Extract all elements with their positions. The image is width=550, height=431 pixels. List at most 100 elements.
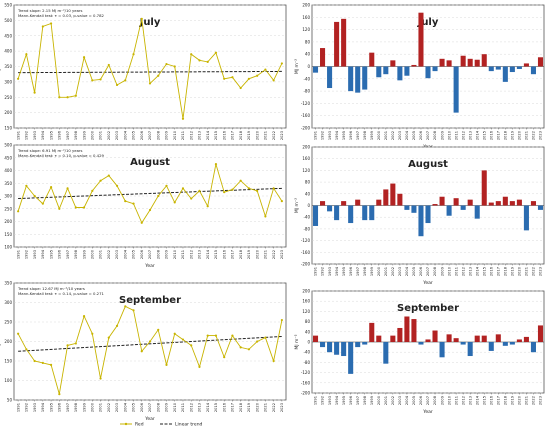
anomaly-bar <box>446 60 452 67</box>
anomaly-bar <box>432 204 438 206</box>
x-tick-label: 2005 <box>412 396 416 405</box>
chart-title: September <box>119 295 181 306</box>
x-tick-label: 1994 <box>41 130 45 140</box>
data-point <box>33 194 36 198</box>
y-tick-label: 150 <box>4 359 12 364</box>
anomaly-bar <box>362 66 368 90</box>
x-tick-label: 1995 <box>49 250 53 259</box>
x-tick-label: 1999 <box>82 130 86 140</box>
chart-title: July <box>417 17 439 28</box>
chart-panel-3: 100 150 200 250 300 350 400 450 500 1991 1992 1993 1… <box>0 143 287 269</box>
x-tick-label: 2002 <box>107 403 111 412</box>
y-tick-label: 120 <box>302 27 310 32</box>
anomaly-bar <box>432 330 438 342</box>
y-tick-label: -160 <box>301 380 311 385</box>
data-point <box>66 187 69 190</box>
data-point <box>214 334 218 337</box>
anomaly-bar <box>383 66 389 75</box>
x-tick-label: 1998 <box>74 130 78 140</box>
data-point <box>66 344 69 347</box>
x-tick-label: 2008 <box>156 130 160 140</box>
data-point <box>82 56 86 59</box>
x-tick-label: 1992 <box>321 131 325 140</box>
data-point <box>165 184 168 187</box>
x-tick-label: 1994 <box>335 130 339 140</box>
x-tick-label: 2016 <box>489 266 493 276</box>
anomaly-bar <box>397 327 403 342</box>
y-tick-label: 250 <box>4 320 12 325</box>
anomaly-bar <box>439 58 445 67</box>
data-point <box>157 194 160 198</box>
x-tick-label: 2022 <box>272 131 276 140</box>
data-point <box>256 74 259 77</box>
x-tick-label: 2011 <box>181 131 185 140</box>
x-tick-label: 2011 <box>454 396 458 405</box>
anomaly-bar <box>334 205 340 221</box>
x-tick-label: 1992 <box>25 403 29 412</box>
anomaly-bar <box>530 201 536 206</box>
x-tick-label: 2012 <box>189 403 193 412</box>
anomaly-bar <box>348 66 354 92</box>
chart-title: September <box>397 303 459 314</box>
x-tick-label: 2015 <box>214 403 218 412</box>
data-point <box>206 60 209 63</box>
anomaly-bar <box>488 66 494 72</box>
y-tick-label: 160 <box>302 156 310 161</box>
data-point <box>148 208 152 212</box>
linear-trend-line <box>18 70 282 74</box>
data-point <box>41 25 44 28</box>
trend-annotation: Trend slope: 12.67 MJ m⁻²/10 years <box>17 286 85 291</box>
x-tick-label: 2014 <box>475 130 479 140</box>
x-tick-label: 2014 <box>206 402 210 412</box>
anomaly-bar <box>348 342 354 374</box>
data-point <box>124 200 127 203</box>
x-tick-label: 1993 <box>33 403 37 412</box>
data-point <box>58 207 61 210</box>
x-tick-label: 2005 <box>132 250 136 259</box>
x-tick-label: 2021 <box>264 403 268 412</box>
anomaly-bar <box>516 339 522 342</box>
x-tick-label: 2001 <box>99 250 103 259</box>
anomaly-bar <box>327 66 333 89</box>
linear-trend-line <box>18 187 282 200</box>
data-point <box>74 94 77 97</box>
y-tick-label: 100 <box>4 245 12 250</box>
data-point <box>25 348 28 351</box>
y-tick-label: 300 <box>4 194 12 199</box>
data-point <box>33 359 36 363</box>
data-point <box>140 17 143 20</box>
x-tick-label: 2018 <box>239 402 243 412</box>
x-tick-label: 1993 <box>33 250 37 259</box>
data-point <box>17 210 20 213</box>
x-tick-label: 2023 <box>280 403 284 412</box>
x-tick-label: 1995 <box>49 131 53 140</box>
y-tick-label: 160 <box>302 15 310 20</box>
y-tick-label: 200 <box>4 110 12 115</box>
data-point <box>272 187 275 190</box>
anomaly-bar <box>397 193 403 206</box>
x-tick-label: 2005 <box>412 267 416 276</box>
x-tick-label: 2003 <box>115 250 119 259</box>
x-tick-label: 2015 <box>214 131 218 140</box>
anomaly-bar <box>516 66 522 69</box>
data-point <box>190 197 193 200</box>
x-tick-label: 2019 <box>511 266 515 276</box>
data-point <box>181 338 185 341</box>
x-tick-label: 2012 <box>461 267 465 276</box>
y-tick-label: 50 <box>7 398 13 403</box>
data-point <box>272 79 275 82</box>
x-tick-label: 1996 <box>58 249 62 259</box>
x-tick-label: 1995 <box>49 403 53 412</box>
x-axis-label: Year <box>144 416 155 422</box>
linear-trend-line <box>18 335 282 352</box>
x-tick-label: 2000 <box>91 130 95 140</box>
x-tick-label: 2015 <box>214 250 218 259</box>
data-point <box>132 202 135 205</box>
data-point <box>49 363 53 366</box>
x-tick-label: 1991 <box>314 267 318 276</box>
x-tick-label: 1991 <box>314 131 318 140</box>
data-point <box>173 65 176 68</box>
anomaly-bar <box>488 342 494 351</box>
data-point <box>49 185 53 189</box>
anomaly-bar <box>411 319 417 342</box>
